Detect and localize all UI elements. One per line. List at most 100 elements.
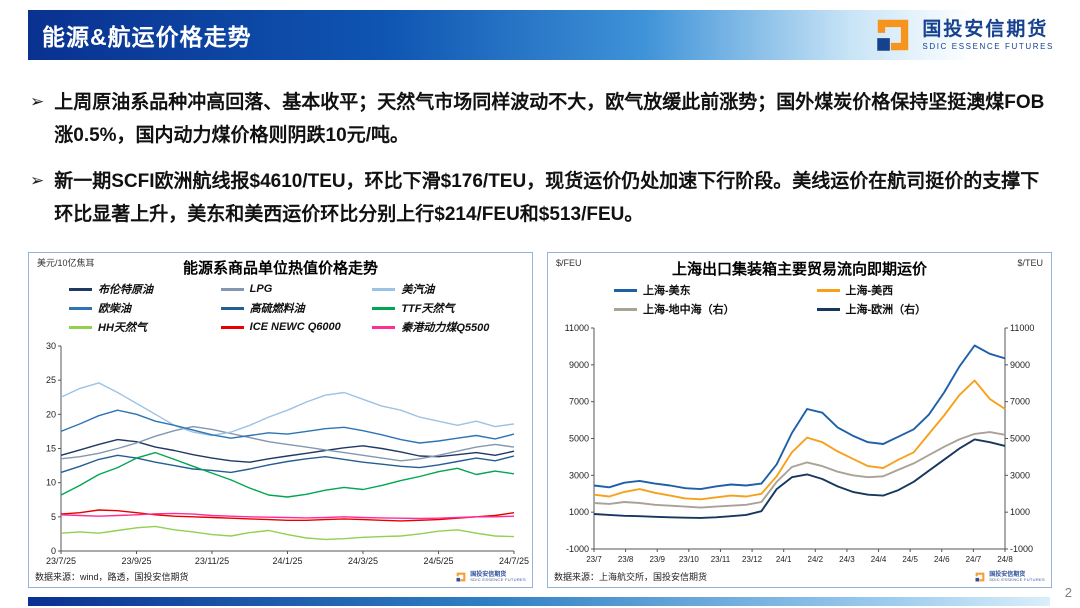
x-tick-label: 24/3 <box>839 555 855 564</box>
x-tick-label: 24/7/25 <box>499 556 529 566</box>
series-line-上海-美东 <box>593 344 1006 491</box>
legend-label: 上海-美东 <box>643 285 691 297</box>
title-bar: 能源&航运价格走势 <box>28 10 1056 60</box>
watermark-logo-name: 国投安信期货 <box>989 571 1026 578</box>
y-tick-label: 9000 <box>569 360 589 370</box>
legend-swatch <box>372 287 396 291</box>
y-tick-label: 3000 <box>569 470 589 480</box>
y-tick-label: 5 <box>51 512 56 522</box>
y-tick-label: 25 <box>46 376 56 386</box>
x-tick-label: 23/9 <box>649 555 665 564</box>
legend-swatch <box>816 288 840 292</box>
summary-bullets: ➢ 上周原油系品种冲高回落、基本收平；天然气市场同样波动不大，欧气放缓此前涨势；… <box>30 86 1054 243</box>
legend-label: LPG <box>249 283 273 296</box>
legend-label: 上海-美西 <box>845 285 894 297</box>
charts-row: 美元/10亿焦耳 能源系商品单位热值价格走势 布伦特原油 LPG 美汽油欧柴油 高硫燃… <box>28 252 1052 588</box>
y-tick-label-right: 11000 <box>1010 323 1034 333</box>
freight-chart-legend: 上海-美东 上海-美西上海-地中海（右） 上海-欧洲（右） <box>554 279 1045 320</box>
x-tick-label: 23/12 <box>742 555 763 564</box>
y-tick-label: 0 <box>51 546 56 556</box>
legend-swatch <box>372 325 396 329</box>
legend-label: TTF天然气 <box>401 303 455 316</box>
freight-chart-plot: -1000 1000 3000 5000 7000 9000 11000 -1000 1000 3… <box>565 323 1035 564</box>
x-tick-label: 24/6 <box>934 555 950 564</box>
series-line-欧柴油 <box>60 409 515 445</box>
y-tick-label-right: 3000 <box>1010 470 1030 480</box>
legend-item: TTF天然气 <box>372 300 520 316</box>
x-tick-label: 23/7 <box>586 555 602 564</box>
x-tick-label: 24/8 <box>997 555 1013 564</box>
y-tick-label-right: 7000 <box>1010 397 1030 407</box>
legend-label: 高硫燃料油 <box>249 303 305 316</box>
legend-item: 上海-地中海（右） <box>614 301 813 317</box>
y-tick-label: 11000 <box>565 323 589 333</box>
watermark-logo-text: 国投安信期货 SDIC ESSENCE FUTURES <box>470 572 526 583</box>
bullet-arrow-icon: ➢ <box>30 92 45 111</box>
legend-item: 上海-美东 <box>614 282 813 298</box>
legend-swatch <box>69 306 92 310</box>
x-tick-label: 23/11 <box>711 555 731 564</box>
y-tick-label-right: -1000 <box>1010 544 1033 554</box>
legend-label: 秦港动力煤Q5500 <box>401 322 490 335</box>
legend-swatch <box>816 307 840 311</box>
x-tick-label: 23/11/25 <box>195 556 229 566</box>
legend-label: 布伦特原油 <box>98 284 153 297</box>
page-title: 能源&航运价格走势 <box>42 24 252 50</box>
energy-chart-header: 美元/10亿焦耳 能源系商品单位热值价格走势 <box>35 257 526 278</box>
y-tick-label: 5000 <box>569 434 589 444</box>
legend-swatch <box>220 325 244 329</box>
freight-chart-footer: 数据来源：上海航交所，国投安信期货 国投安信期货 SDIC ESSENCE FU… <box>554 568 1045 583</box>
watermark-logo-sub: SDIC ESSENCE FUTURES <box>470 577 526 583</box>
y-tick-label-right: 5000 <box>1010 434 1030 444</box>
legend-swatch <box>69 325 92 329</box>
x-tick-label: 23/7/25 <box>46 556 76 566</box>
legend-label: ICE NEWC Q6000 <box>249 321 341 334</box>
legend-item: 上海-欧洲（右） <box>816 301 1016 317</box>
x-tick-label: 24/7 <box>966 555 982 564</box>
y-tick-label: 1000 <box>569 507 589 517</box>
bullet-item: ➢ 上周原油系品种冲高回落、基本收平；天然气市场同样波动不大，欧气放缓此前涨势；… <box>30 86 1054 153</box>
y-tick-label: 15 <box>46 444 56 454</box>
freight-chart-panel: $/FEU 上海出口集装箱主要贸易流向即期运价 $/TEU 上海-美东 上海-美西… <box>547 252 1052 588</box>
legend-item: ICE NEWC Q6000 <box>220 319 369 335</box>
watermark-logo-text: 国投安信期货 SDIC ESSENCE FUTURES <box>989 572 1045 583</box>
energy-chart-title: 能源系商品单位热值价格走势 <box>182 260 378 278</box>
legend-label: 上海-欧洲（右） <box>845 304 927 316</box>
bullet-arrow-icon: ➢ <box>30 170 45 190</box>
x-tick-label: 23/8 <box>618 555 634 564</box>
bullet-text-energy: 上周原油系品种冲高回落、基本收平；天然气市场同样波动不大，欧气放缓此前涨势；国外… <box>54 92 1045 147</box>
x-tick-label: 24/1/25 <box>272 556 302 566</box>
series-line-秦港动力煤Q5500 <box>60 513 515 520</box>
freight-chart-header: $/FEU 上海出口集装箱主要贸易流向即期运价 $/TEU <box>554 257 1045 279</box>
legend-swatch <box>220 306 244 310</box>
x-tick-label: 24/3/25 <box>348 556 378 566</box>
energy-chart-legend: 布伦特原油 LPG 美汽油欧柴油 高硫燃料油 TTF天然气 HH天然气 ICE NEWC Q… <box>35 278 526 338</box>
x-tick-label: 23/9/25 <box>121 556 151 566</box>
company-logo-text: 国投安信期货 SDIC ESSENCE FUTURES <box>922 19 1054 51</box>
x-tick-label: 23/10 <box>679 555 700 564</box>
x-tick-label: 24/5 <box>902 555 918 564</box>
series-line-上海-地中海（右） <box>593 431 1006 509</box>
legend-item: 欧柴油 <box>69 300 217 316</box>
y-axis-unit-label: 美元/10亿焦耳 <box>37 258 95 268</box>
data-source-label: 数据来源：wind，路透，国投安信期货 <box>35 572 189 582</box>
company-name: 国投安信期货 <box>922 19 1049 41</box>
y-tick-label: 7000 <box>569 397 589 407</box>
series-line-美汽油 <box>60 382 515 437</box>
legend-swatch <box>220 287 244 291</box>
legend-item: 美汽油 <box>372 281 520 297</box>
y-tick-label: 30 <box>46 341 56 351</box>
series-line-布伦特原油 <box>60 439 515 464</box>
company-logo: 国投安信期货 SDIC ESSENCE FUTURES <box>872 14 1054 56</box>
watermark-logo: 国投安信期货 SDIC ESSENCE FUTURES <box>974 571 1045 583</box>
series-line-HH天然气 <box>60 526 515 541</box>
data-source-label: 数据来源：上海航交所，国投安信期货 <box>554 572 708 582</box>
y-tick-label: 20 <box>46 410 56 420</box>
watermark-logo: 国投安信期货 SDIC ESSENCE FUTURES <box>455 571 526 583</box>
series-line-ICE NEWC Q6000 <box>60 509 515 523</box>
legend-label: HH天然气 <box>98 322 147 335</box>
legend-item: LPG <box>220 281 369 297</box>
x-tick-label: 24/1 <box>776 555 792 564</box>
legend-item: HH天然气 <box>69 319 217 335</box>
